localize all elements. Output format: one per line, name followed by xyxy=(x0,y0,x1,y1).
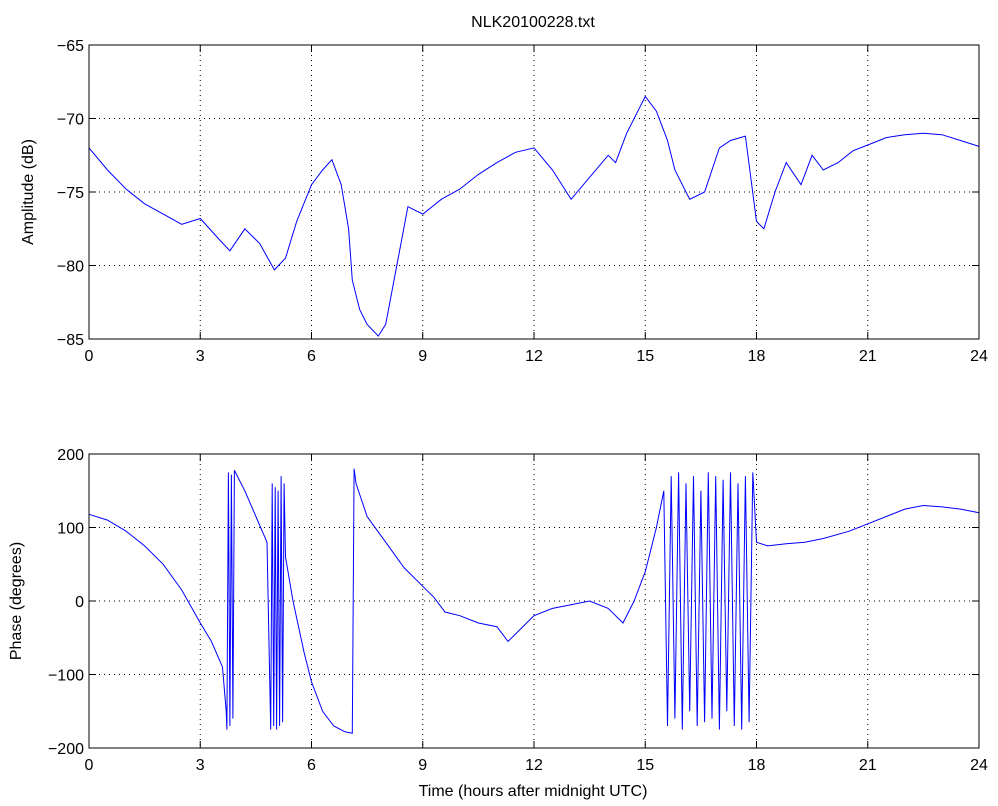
x-tick-labels: 0 3 6 9 12 15 18 21 24 xyxy=(85,757,988,774)
x-tick-label: 0 xyxy=(85,348,94,365)
x-tick-label: 3 xyxy=(196,348,205,365)
x-tick-label: 9 xyxy=(418,757,427,774)
x-tick-labels: 0 3 6 9 12 15 18 21 24 xyxy=(85,348,988,365)
x-tick-label: 12 xyxy=(525,757,543,774)
x-axis-label: Time (hours after midnight UTC) xyxy=(419,783,648,800)
chart-title: NLK20100228.txt xyxy=(471,14,595,31)
x-tick-label: 24 xyxy=(970,348,988,365)
y-axis-label: Phase (degrees) xyxy=(8,542,25,660)
y-tick-label: 0 xyxy=(75,594,84,611)
x-tick-label: 12 xyxy=(525,348,543,365)
x-tick-label: 15 xyxy=(636,757,654,774)
y-tick-label: 200 xyxy=(57,447,84,464)
y-tick-label: −100 xyxy=(48,668,84,685)
y-tick-label: 100 xyxy=(57,521,84,538)
y-tick-label: −85 xyxy=(57,332,84,349)
grid-lines xyxy=(89,454,979,748)
x-tick-label: 3 xyxy=(196,757,205,774)
x-tick-label: 21 xyxy=(859,757,877,774)
y-tick-label: −80 xyxy=(57,259,84,276)
x-tick-label: 9 xyxy=(418,348,427,365)
x-tick-label: 15 xyxy=(636,348,654,365)
y-tick-label: −200 xyxy=(48,741,84,758)
amplitude-chart: NLK20100228.txt 0 3 6 9 12 15 18 21 24 −85 −80 −75… xyxy=(20,14,988,365)
x-tick-label: 6 xyxy=(307,757,316,774)
y-tick-labels: −200 −100 0 100 200 xyxy=(48,447,84,758)
x-tick-label: 18 xyxy=(748,757,766,774)
axis-ticks xyxy=(88,453,980,749)
y-tick-label: −70 xyxy=(57,112,84,129)
y-tick-label: −75 xyxy=(57,185,84,202)
amplitude-series-line xyxy=(88,95,980,337)
x-tick-label: 24 xyxy=(970,757,988,774)
axis-ticks xyxy=(88,44,980,340)
phase-series-line xyxy=(88,468,980,734)
x-tick-label: 0 xyxy=(85,757,94,774)
x-tick-label: 21 xyxy=(859,348,877,365)
x-tick-label: 18 xyxy=(748,348,766,365)
phase-chart: 0 3 6 9 12 15 18 21 24 −200 −100 0 100 200 Phase (de… xyxy=(8,447,988,800)
y-tick-label: −65 xyxy=(57,38,84,55)
y-tick-labels: −85 −80 −75 −70 −65 xyxy=(57,38,84,349)
grid-lines xyxy=(89,45,979,339)
x-tick-label: 6 xyxy=(307,348,316,365)
y-axis-label: Amplitude (dB) xyxy=(20,139,37,245)
